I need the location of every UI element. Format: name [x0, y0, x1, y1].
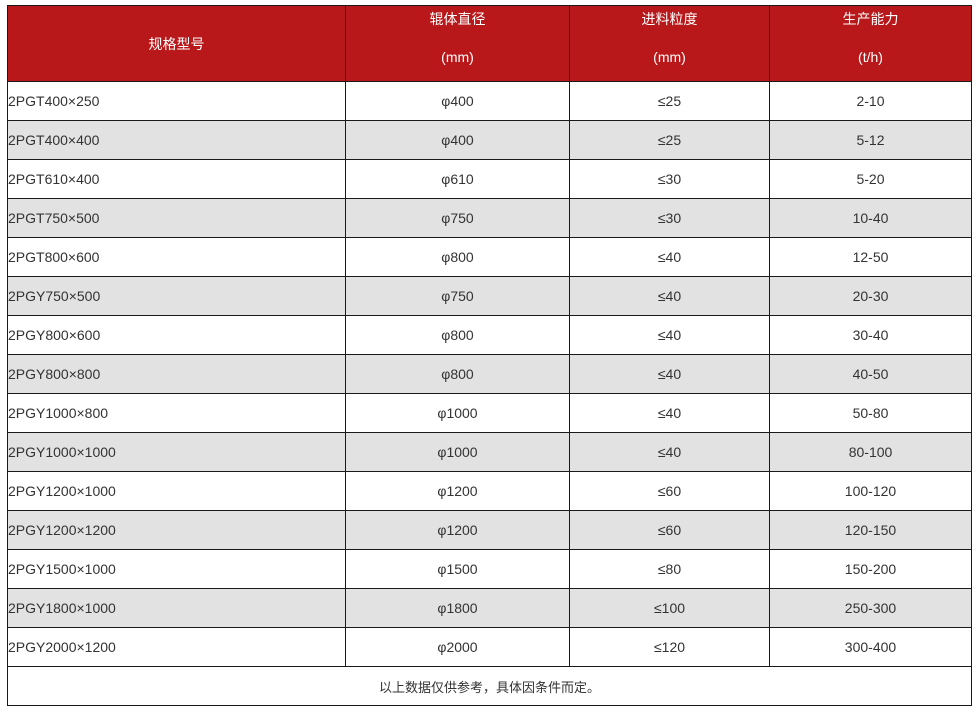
cell-model: 2PGY800×600 [7, 315, 346, 355]
cell-diameter: φ800 [345, 237, 570, 277]
table-row: 2PGY1200×1000 φ1200 ≤60 100-120 [7, 471, 972, 511]
cell-feed-size: ≤25 [569, 120, 770, 160]
cell-diameter: φ1500 [345, 549, 570, 589]
cell-model: 2PGY750×500 [7, 276, 346, 316]
table-row: 2PGT610×400 φ610 ≤30 5-20 [7, 159, 972, 199]
table-row: 2PGY1200×1200 φ1200 ≤60 120-150 [7, 510, 972, 550]
cell-capacity: 100-120 [769, 471, 972, 511]
table-row: 2PGY1500×1000 φ1500 ≤80 150-200 [7, 549, 972, 589]
cell-feed-size: ≤80 [569, 549, 770, 589]
cell-feed-size: ≤40 [569, 393, 770, 433]
table-row: 2PGY1000×800 φ1000 ≤40 50-80 [7, 393, 972, 433]
header-feed-unit: (mm) [653, 48, 686, 65]
cell-diameter: φ1000 [345, 393, 570, 433]
cell-capacity: 150-200 [769, 549, 972, 589]
cell-capacity: 80-100 [769, 432, 972, 472]
cell-diameter: φ400 [345, 81, 570, 121]
cell-diameter: φ750 [345, 276, 570, 316]
header-feed: 进料粒度 (mm) [569, 5, 770, 82]
cell-capacity: 300-400 [769, 627, 972, 667]
table-row: 2PGY2000×1200 φ2000 ≤120 300-400 [7, 627, 972, 667]
cell-capacity: 30-40 [769, 315, 972, 355]
cell-feed-size: ≤40 [569, 276, 770, 316]
cell-diameter: φ1200 [345, 510, 570, 550]
header-feed-label: 进料粒度 [641, 10, 698, 27]
cell-diameter: φ1200 [345, 471, 570, 511]
cell-diameter: φ2000 [345, 627, 570, 667]
cell-diameter: φ1000 [345, 432, 570, 472]
cell-capacity: 5-12 [769, 120, 972, 160]
cell-capacity: 5-20 [769, 159, 972, 199]
cell-diameter: φ610 [345, 159, 570, 199]
header-diameter-unit: (mm) [441, 48, 474, 65]
cell-feed-size: ≤60 [569, 510, 770, 550]
table-row: 2PGY750×500 φ750 ≤40 20-30 [7, 276, 972, 316]
cell-feed-size: ≤25 [569, 81, 770, 121]
table-row: 2PGT400×400 φ400 ≤25 5-12 [7, 120, 972, 160]
table-row: 2PGY800×800 φ800 ≤40 40-50 [7, 354, 972, 394]
cell-model: 2PGY800×800 [7, 354, 346, 394]
cell-feed-size: ≤40 [569, 237, 770, 277]
table-row: 2PGT750×500 φ750 ≤30 10-40 [7, 198, 972, 238]
header-capacity-unit: (t/h) [858, 48, 883, 65]
footer-note: 以上数据仅供参考，具体因条件而定。 [7, 666, 972, 706]
cell-model: 2PGY1200×1000 [7, 471, 346, 511]
cell-feed-size: ≤40 [569, 315, 770, 355]
cell-model: 2PGY1800×1000 [7, 588, 346, 628]
header-model-label: 规格型号 [148, 35, 205, 52]
cell-feed-size: ≤120 [569, 627, 770, 667]
cell-model: 2PGY1200×1200 [7, 510, 346, 550]
cell-diameter: φ800 [345, 315, 570, 355]
cell-diameter: φ1800 [345, 588, 570, 628]
header-capacity-label: 生产能力 [842, 10, 899, 27]
cell-capacity: 50-80 [769, 393, 972, 433]
table-row: 2PGT400×250 φ400 ≤25 2-10 [7, 81, 972, 121]
cell-capacity: 250-300 [769, 588, 972, 628]
cell-diameter: φ750 [345, 198, 570, 238]
cell-diameter: φ800 [345, 354, 570, 394]
table-row: 2PGY1800×1000 φ1800 ≤100 250-300 [7, 588, 972, 628]
header-capacity: 生产能力 (t/h) [769, 5, 972, 82]
cell-model: 2PGT750×500 [7, 198, 346, 238]
cell-capacity: 40-50 [769, 354, 972, 394]
cell-model: 2PGY1500×1000 [7, 549, 346, 589]
header-row: 规格型号 辊体直径 (mm) 进料粒度 (mm) 生产能力 (t/h) [7, 5, 972, 82]
cell-model: 2PGT400×400 [7, 120, 346, 160]
cell-feed-size: ≤30 [569, 198, 770, 238]
cell-capacity: 12-50 [769, 237, 972, 277]
cell-feed-size: ≤40 [569, 354, 770, 394]
header-model: 规格型号 [7, 5, 346, 82]
cell-capacity: 2-10 [769, 81, 972, 121]
table-row: 2PGY1000×1000 φ1000 ≤40 80-100 [7, 432, 972, 472]
cell-feed-size: ≤60 [569, 471, 770, 511]
spec-table: 规格型号 辊体直径 (mm) 进料粒度 (mm) 生产能力 (t/h) 2PGT400… [7, 5, 972, 706]
cell-model: 2PGY1000×1000 [7, 432, 346, 472]
header-diameter-label: 辊体直径 [429, 10, 486, 27]
cell-feed-size: ≤30 [569, 159, 770, 199]
cell-model: 2PGY1000×800 [7, 393, 346, 433]
cell-model: 2PGT800×600 [7, 237, 346, 277]
cell-feed-size: ≤100 [569, 588, 770, 628]
table-body: 2PGT400×250 φ400 ≤25 2-10 2PGT400×400 φ400 ≤25… [7, 81, 972, 667]
footer-row: 以上数据仅供参考，具体因条件而定。 [7, 666, 972, 706]
cell-model: 2PGY2000×1200 [7, 627, 346, 667]
cell-capacity: 10-40 [769, 198, 972, 238]
table-row: 2PGY800×600 φ800 ≤40 30-40 [7, 315, 972, 355]
cell-diameter: φ400 [345, 120, 570, 160]
header-diameter: 辊体直径 (mm) [345, 5, 570, 82]
table-row: 2PGT800×600 φ800 ≤40 12-50 [7, 237, 972, 277]
cell-model: 2PGT400×250 [7, 81, 346, 121]
cell-capacity: 20-30 [769, 276, 972, 316]
cell-capacity: 120-150 [769, 510, 972, 550]
cell-model: 2PGT610×400 [7, 159, 346, 199]
cell-feed-size: ≤40 [569, 432, 770, 472]
